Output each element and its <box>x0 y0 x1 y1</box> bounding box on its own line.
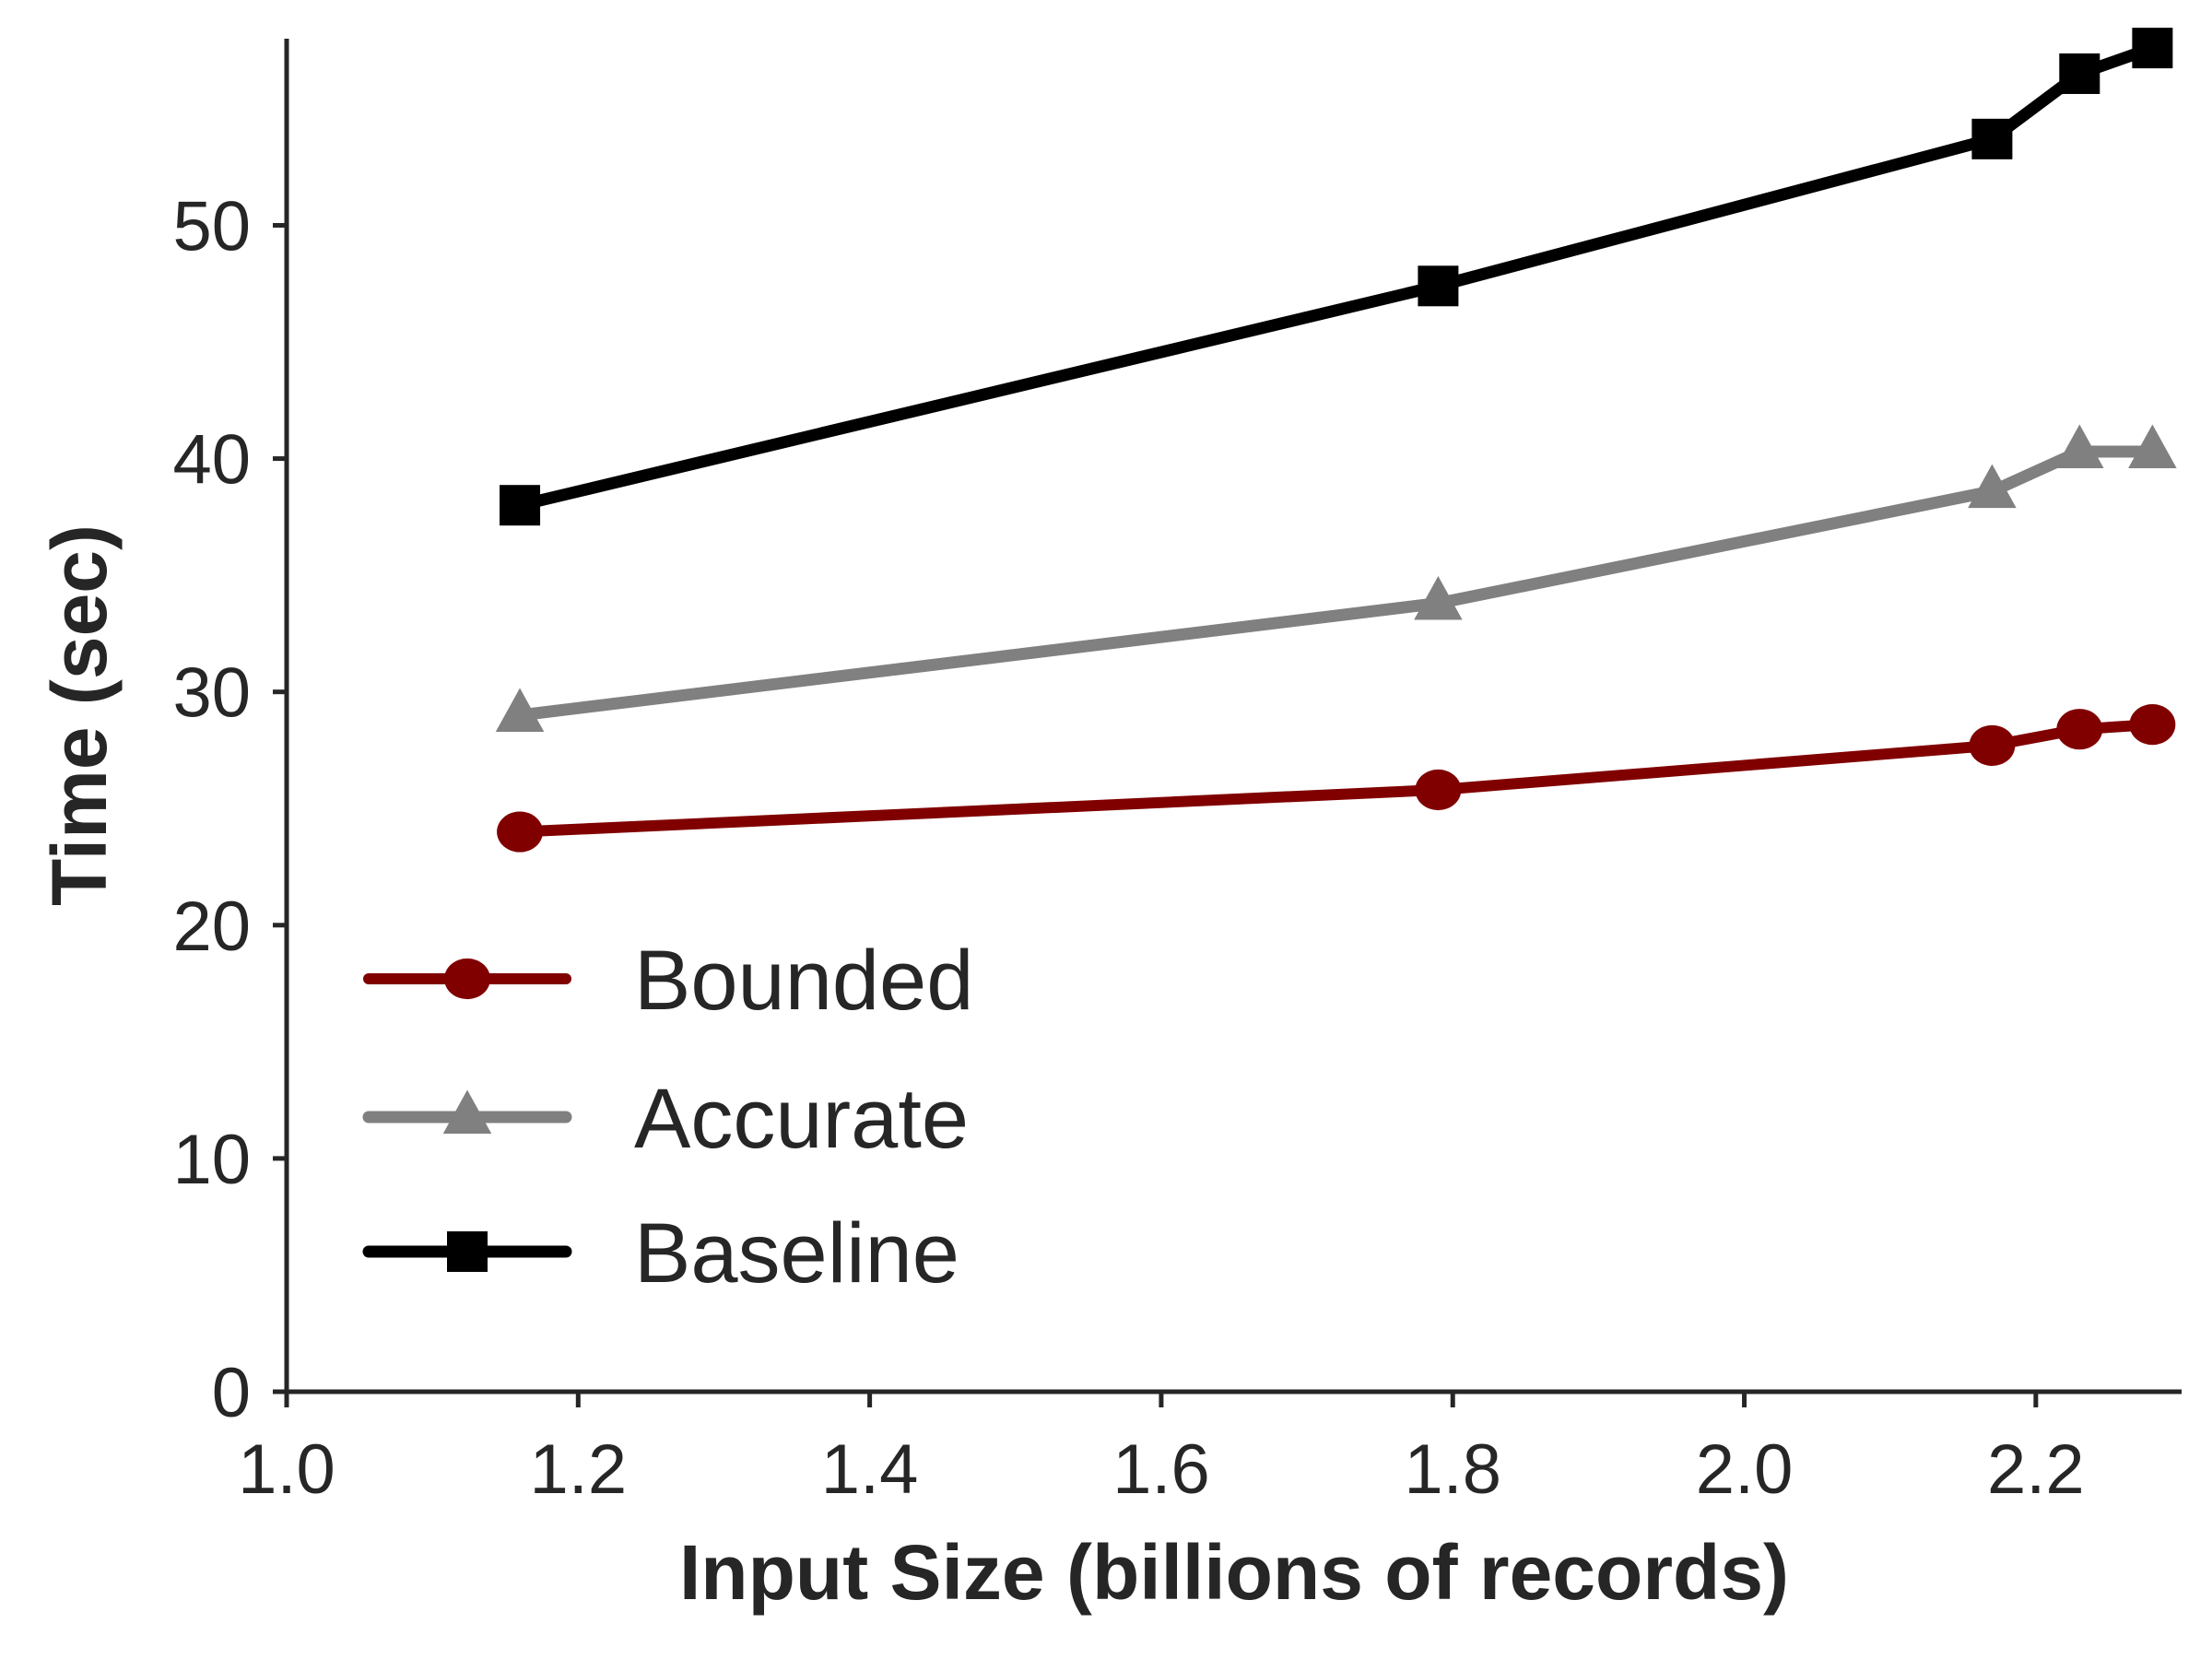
x-tick-label: 1.0 <box>238 1430 335 1509</box>
legend-marker-circle <box>444 958 490 1000</box>
data-point-accurate <box>1968 464 2017 509</box>
series-lines <box>513 41 2159 838</box>
data-point-baseline <box>1418 265 1459 307</box>
data-point-baseline <box>500 485 541 526</box>
data-point-baseline <box>2132 28 2173 69</box>
data-point-accurate <box>1414 576 1463 620</box>
data-point-accurate <box>495 688 545 733</box>
data-point-bounded <box>1969 724 2016 766</box>
data-point-bounded <box>2129 704 2176 746</box>
y-tick-label: 30 <box>172 654 251 733</box>
legend-label: Accurate <box>634 1072 969 1166</box>
series-markers <box>495 28 2177 853</box>
x-axis-title: Input Size (billions of records) <box>679 1529 1789 1616</box>
data-point-bounded <box>2056 709 2103 750</box>
series-line-accurate <box>513 445 2159 722</box>
y-tick-label: 20 <box>172 888 251 966</box>
y-tick-label: 0 <box>212 1354 251 1432</box>
x-tick-label: 1.6 <box>1112 1430 1210 1509</box>
legend-marker-triangle <box>442 1089 492 1135</box>
x-tick-label: 1.2 <box>529 1430 627 1509</box>
legend-label: Baseline <box>634 1206 959 1300</box>
legend: Bounded Accurate Baseline <box>362 934 973 1300</box>
x-ticks: 1.0 1.2 1.4 1.6 1.8 2.0 2.2 <box>238 1392 2085 1509</box>
series-line-baseline <box>513 41 2159 512</box>
y-tick-label: 40 <box>172 421 251 500</box>
legend-item-accurate: Accurate <box>362 1072 969 1166</box>
legend-item-baseline: Baseline <box>362 1206 959 1300</box>
axes <box>284 39 2182 1394</box>
data-point-accurate <box>2055 424 2104 469</box>
x-tick-label: 2.0 <box>1696 1430 1794 1509</box>
series-line-bounded <box>514 719 2159 838</box>
legend-label: Bounded <box>634 934 973 1028</box>
y-ticks: 0 10 20 30 40 50 <box>172 187 287 1432</box>
y-tick-label: 50 <box>172 187 251 265</box>
legend-marker-square <box>447 1231 488 1272</box>
data-point-baseline <box>2059 53 2100 94</box>
y-tick-label: 10 <box>172 1121 251 1199</box>
data-point-accurate <box>2128 424 2177 469</box>
x-tick-label: 1.4 <box>821 1430 919 1509</box>
data-point-bounded <box>497 811 544 853</box>
data-point-bounded <box>1415 769 1462 811</box>
x-tick-label: 1.8 <box>1404 1430 1501 1509</box>
legend-item-bounded: Bounded <box>363 934 973 1028</box>
x-tick-label: 2.2 <box>1987 1430 2085 1509</box>
data-point-baseline <box>1971 118 2013 159</box>
y-axis-title: Time (sec) <box>36 524 123 906</box>
